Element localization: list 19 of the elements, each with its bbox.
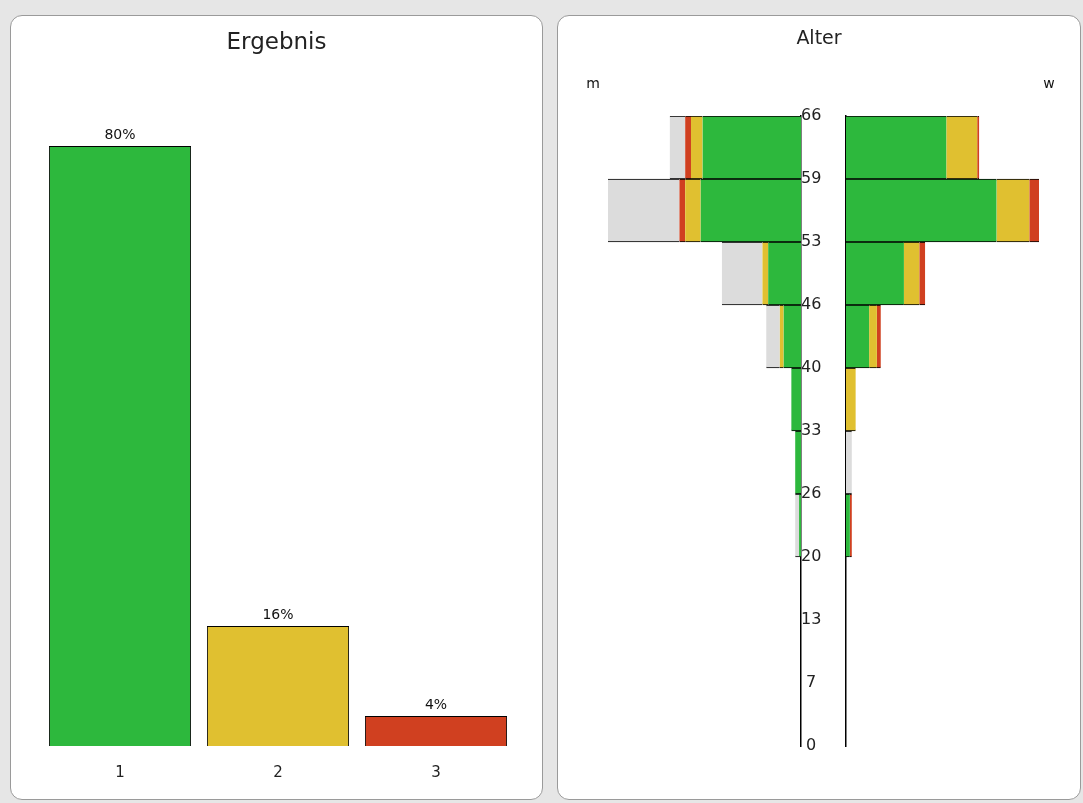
y-tick-label: 26 [801, 483, 822, 503]
x-tick-label: 2 [273, 762, 283, 781]
y-tick-label: 59 [801, 168, 822, 188]
y-tick-label: 53 [801, 231, 822, 251]
data-label: 4% [424, 695, 448, 712]
chart-title: Alter [795, 26, 843, 48]
y-tick-label: 7 [806, 672, 817, 692]
data-label: 16% [262, 605, 294, 622]
text: w [1043, 75, 1055, 91]
y-tick-label: 0 [806, 735, 817, 755]
y-tick-label: 66 [801, 105, 822, 125]
y-tick-label: 33 [801, 420, 822, 440]
chart-title: Ergebnis [225, 28, 328, 54]
text: m [586, 75, 600, 91]
y-tick-label: 13 [801, 609, 822, 629]
x-tick-label: 3 [431, 762, 441, 781]
y-tick-label: 20 [801, 546, 822, 566]
data-label: 80% [104, 125, 136, 142]
x-tick-label: 1 [115, 762, 125, 781]
